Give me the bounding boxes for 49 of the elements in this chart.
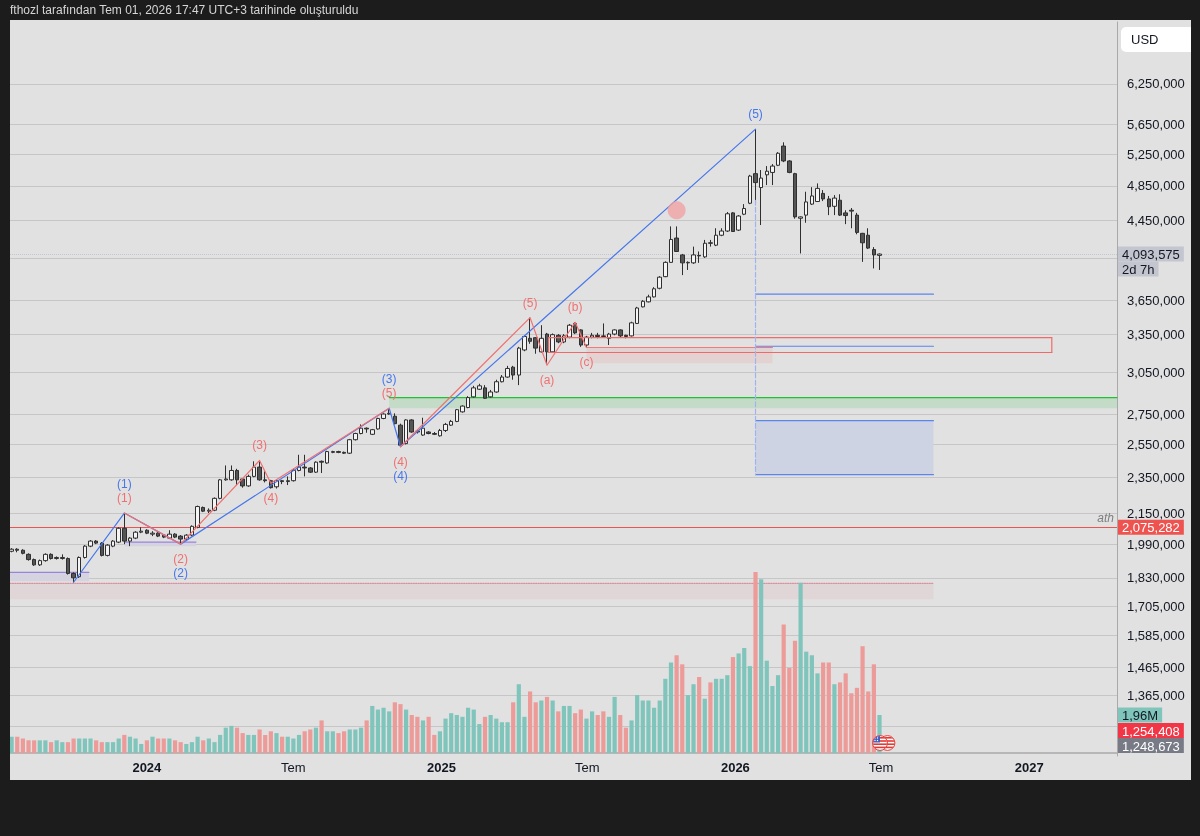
annotation: (4)	[393, 454, 408, 469]
text: 1,96M	[1122, 707, 1159, 723]
text: USD	[1131, 32, 1159, 47]
text: 1,248,673	[1122, 738, 1180, 754]
annotation: (a)	[539, 373, 555, 388]
y-tick-label: 1,705,000	[1127, 598, 1185, 614]
y-tick-label: 3,350,000	[1127, 327, 1185, 343]
annotation: (5)	[381, 386, 397, 401]
y-tick-label: 1,465,000	[1127, 659, 1185, 675]
annotation: (3)	[381, 372, 397, 387]
y-tick-label: 1,830,000	[1127, 570, 1185, 586]
chart-title: fthozl tarafından Tem 01, 2026 17:47 UTC+3 tarihinde oluşturuldu	[10, 2, 359, 19]
annotation: 2d 7h	[1122, 262, 1155, 278]
x-tick-label: Tem	[281, 760, 306, 775]
annotation: (b)	[567, 300, 583, 315]
y-tick-label: 2,150,000	[1127, 505, 1185, 521]
y-tick-label: 2,550,000	[1127, 436, 1185, 452]
y-tick-label: 3,050,000	[1127, 364, 1185, 380]
x-tick-label: 2026	[720, 760, 750, 775]
x-tick-label: Tem	[574, 760, 600, 775]
x-tick-label: Tem	[868, 760, 894, 775]
y-tick-label: 4,450,000	[1127, 213, 1185, 228]
annotation: (4)	[263, 491, 279, 506]
y-tick-label: 1,365,000	[1127, 688, 1185, 704]
annotation: (5)	[522, 295, 538, 310]
annotation: (c)	[579, 355, 594, 370]
annotation: (2)	[173, 566, 189, 581]
x-tick-label: 2024	[132, 760, 163, 775]
annotation: (1)	[116, 491, 132, 506]
annotation: (4)	[393, 468, 408, 483]
annotation: (3)	[252, 438, 267, 453]
y-tick-label: 1,585,000	[1127, 628, 1185, 644]
annotation: (1)	[116, 477, 132, 492]
annotation: 4,093,575	[1122, 247, 1180, 263]
y-tick-label: 3,650,000	[1127, 292, 1185, 308]
x-tick-label: 2027	[1014, 760, 1044, 775]
annotation: (2)	[173, 552, 189, 567]
annotation: (5)	[748, 107, 763, 122]
y-tick-label: 5,650,000	[1127, 116, 1185, 132]
annotation: 2,075,282	[1122, 520, 1180, 536]
y-tick-label: 5,250,000	[1127, 146, 1185, 162]
y-tick-label: 1,990,000	[1127, 536, 1185, 552]
ref-line-label: ath	[1097, 511, 1115, 526]
y-tick-label: 2,750,000	[1127, 406, 1185, 422]
text: 1,254,408	[1122, 723, 1180, 739]
y-tick-label: 2,350,000	[1127, 469, 1185, 485]
y-tick-label: 4,850,000	[1127, 178, 1185, 194]
x-tick-label: 2025	[427, 760, 456, 775]
y-tick-label: 6,250,000	[1127, 76, 1185, 92]
